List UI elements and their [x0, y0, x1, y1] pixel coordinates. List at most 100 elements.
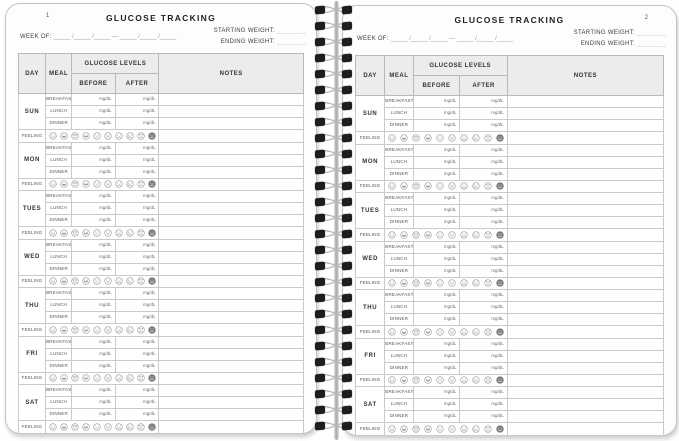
notes-cell[interactable]	[506, 325, 665, 339]
notes-cell[interactable]	[506, 422, 665, 436]
after-value-cell[interactable]: mg/dL	[114, 190, 160, 203]
notes-cell[interactable]	[506, 398, 665, 411]
week-of-blank-field[interactable]: _____ /_____ /_____ — _____ /_____ /____…	[53, 34, 177, 40]
after-value-cell[interactable]: mg/dL	[114, 299, 160, 312]
before-value-cell[interactable]: mg/dL	[412, 313, 461, 326]
before-value-cell[interactable]: mg/dL	[71, 190, 116, 203]
notes-cell[interactable]	[506, 264, 665, 278]
before-value-cell[interactable]: mg/dL	[412, 410, 461, 423]
before-value-cell[interactable]: mg/dL	[71, 384, 116, 397]
after-value-cell[interactable]: mg/dL	[459, 240, 508, 254]
notes-cell[interactable]	[158, 153, 304, 167]
notes-cell[interactable]	[158, 250, 304, 264]
after-value-cell[interactable]: mg/dL	[459, 398, 508, 411]
before-value-cell[interactable]: mg/dL	[71, 347, 116, 361]
before-value-cell[interactable]: mg/dL	[71, 117, 116, 130]
notes-cell[interactable]	[158, 347, 304, 361]
after-value-cell[interactable]: mg/dL	[114, 238, 160, 252]
before-value-cell[interactable]: mg/dL	[412, 264, 461, 278]
notes-cell[interactable]	[158, 408, 304, 421]
notes-cell[interactable]	[506, 155, 665, 169]
notes-cell[interactable]	[506, 216, 665, 229]
before-value-cell[interactable]: mg/dL	[71, 311, 116, 324]
notes-cell[interactable]	[506, 349, 665, 363]
after-value-cell[interactable]: mg/dL	[459, 95, 508, 108]
before-value-cell[interactable]: mg/dL	[71, 396, 116, 409]
before-value-cell[interactable]: mg/dL	[71, 105, 116, 118]
notes-cell[interactable]	[158, 299, 304, 312]
notes-cell[interactable]	[506, 386, 665, 399]
before-value-cell[interactable]: mg/dL	[412, 252, 461, 266]
after-value-cell[interactable]: mg/dL	[114, 287, 160, 300]
after-value-cell[interactable]: mg/dL	[114, 165, 160, 179]
notes-cell[interactable]	[506, 228, 665, 242]
after-value-cell[interactable]: mg/dL	[459, 143, 508, 157]
after-value-cell[interactable]: mg/dL	[459, 301, 508, 314]
after-value-cell[interactable]: mg/dL	[114, 153, 160, 167]
notes-cell[interactable]	[158, 129, 304, 143]
after-value-cell[interactable]: mg/dL	[114, 396, 160, 409]
notes-cell[interactable]	[506, 107, 665, 120]
notes-cell[interactable]	[158, 141, 304, 155]
notes-cell[interactable]	[506, 119, 665, 132]
starting-weight-blank-field[interactable]: ________	[636, 30, 666, 36]
before-value-cell[interactable]: mg/dL	[412, 216, 461, 229]
before-value-cell[interactable]: mg/dL	[412, 167, 461, 181]
notes-cell[interactable]	[158, 420, 304, 434]
starting-weight-blank-field[interactable]: ________	[276, 28, 306, 34]
notes-cell[interactable]	[506, 373, 665, 387]
after-value-cell[interactable]: mg/dL	[459, 289, 508, 302]
notes-cell[interactable]	[158, 238, 304, 252]
after-value-cell[interactable]: mg/dL	[459, 216, 508, 229]
notes-cell[interactable]	[158, 371, 304, 385]
before-value-cell[interactable]: mg/dL	[71, 141, 116, 155]
notes-cell[interactable]	[158, 177, 304, 191]
notes-cell[interactable]	[506, 276, 665, 290]
after-value-cell[interactable]: mg/dL	[114, 262, 160, 276]
notes-cell[interactable]	[506, 167, 665, 181]
before-value-cell[interactable]: mg/dL	[71, 165, 116, 179]
after-value-cell[interactable]: mg/dL	[114, 202, 160, 215]
after-value-cell[interactable]: mg/dL	[114, 408, 160, 421]
notes-cell[interactable]	[506, 313, 665, 326]
notes-cell[interactable]	[158, 323, 304, 337]
notes-cell[interactable]	[506, 143, 665, 157]
before-value-cell[interactable]: mg/dL	[71, 93, 116, 106]
after-value-cell[interactable]: mg/dL	[459, 361, 508, 375]
notes-cell[interactable]	[158, 117, 304, 130]
notes-cell[interactable]	[506, 252, 665, 266]
before-value-cell[interactable]: mg/dL	[71, 262, 116, 276]
before-value-cell[interactable]: mg/dL	[412, 107, 461, 120]
after-value-cell[interactable]: mg/dL	[114, 214, 160, 227]
notes-cell[interactable]	[506, 192, 665, 205]
after-value-cell[interactable]: mg/dL	[114, 117, 160, 130]
before-value-cell[interactable]: mg/dL	[71, 250, 116, 264]
notes-cell[interactable]	[158, 274, 304, 288]
after-value-cell[interactable]: mg/dL	[114, 359, 160, 373]
after-value-cell[interactable]: mg/dL	[459, 192, 508, 205]
before-value-cell[interactable]: mg/dL	[412, 204, 461, 217]
notes-cell[interactable]	[506, 361, 665, 375]
before-value-cell[interactable]: mg/dL	[71, 359, 116, 373]
notes-cell[interactable]	[506, 240, 665, 254]
before-value-cell[interactable]: mg/dL	[412, 386, 461, 399]
after-value-cell[interactable]: mg/dL	[114, 335, 160, 349]
after-value-cell[interactable]: mg/dL	[459, 313, 508, 326]
after-value-cell[interactable]: mg/dL	[114, 384, 160, 397]
before-value-cell[interactable]: mg/dL	[412, 240, 461, 254]
before-value-cell[interactable]: mg/dL	[71, 202, 116, 215]
after-value-cell[interactable]: mg/dL	[114, 105, 160, 118]
before-value-cell[interactable]: mg/dL	[412, 143, 461, 157]
before-value-cell[interactable]: mg/dL	[412, 289, 461, 302]
week-of-blank-field[interactable]: _____ /_____ /_____ — _____ /_____ /____…	[390, 36, 514, 42]
after-value-cell[interactable]: mg/dL	[459, 167, 508, 181]
after-value-cell[interactable]: mg/dL	[459, 386, 508, 399]
before-value-cell[interactable]: mg/dL	[412, 349, 461, 363]
notes-cell[interactable]	[506, 179, 665, 193]
after-value-cell[interactable]: mg/dL	[114, 347, 160, 361]
after-value-cell[interactable]: mg/dL	[114, 141, 160, 155]
before-value-cell[interactable]: mg/dL	[412, 301, 461, 314]
after-value-cell[interactable]: mg/dL	[459, 119, 508, 132]
notes-cell[interactable]	[158, 396, 304, 409]
before-value-cell[interactable]: mg/dL	[412, 398, 461, 411]
